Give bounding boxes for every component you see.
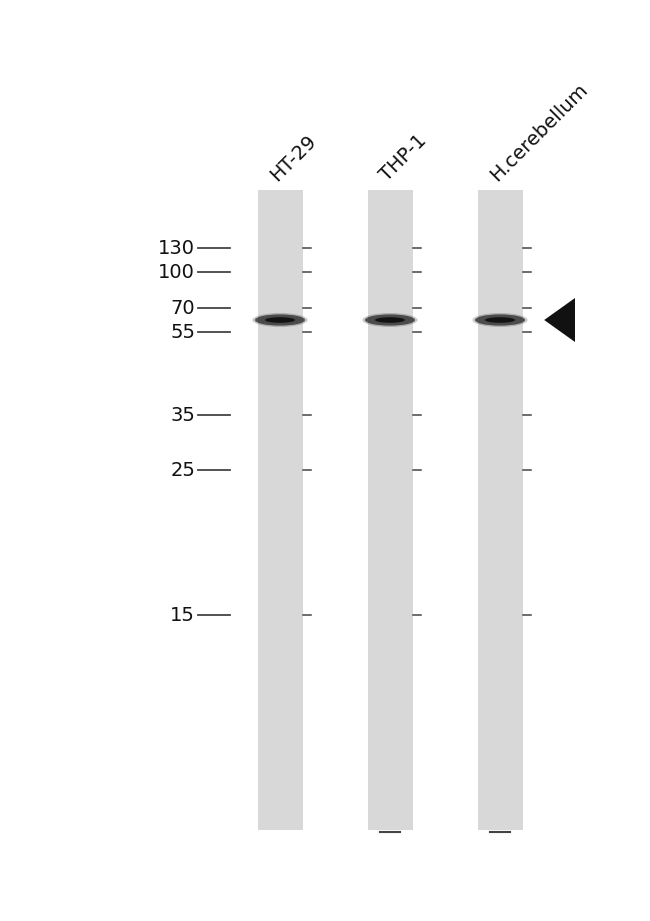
Ellipse shape (375, 317, 405, 322)
Text: 100: 100 (158, 262, 195, 282)
Bar (367, 190, 413, 830)
Text: 35: 35 (170, 405, 195, 425)
Text: 25: 25 (170, 460, 195, 480)
Text: 130: 130 (158, 239, 195, 258)
Text: H.cerebellum: H.cerebellum (487, 80, 592, 185)
Ellipse shape (255, 314, 305, 326)
Polygon shape (544, 298, 575, 342)
Text: 55: 55 (170, 322, 195, 342)
Ellipse shape (473, 313, 528, 327)
Bar (257, 190, 302, 830)
Ellipse shape (485, 317, 515, 322)
Text: 70: 70 (170, 298, 195, 318)
Bar (478, 190, 523, 830)
Ellipse shape (475, 314, 525, 326)
Ellipse shape (363, 313, 417, 327)
Ellipse shape (365, 314, 415, 326)
Text: 15: 15 (170, 605, 195, 624)
Ellipse shape (252, 313, 307, 327)
Text: HT-29: HT-29 (266, 132, 320, 185)
Ellipse shape (265, 317, 295, 322)
Text: THP-1: THP-1 (376, 131, 430, 185)
